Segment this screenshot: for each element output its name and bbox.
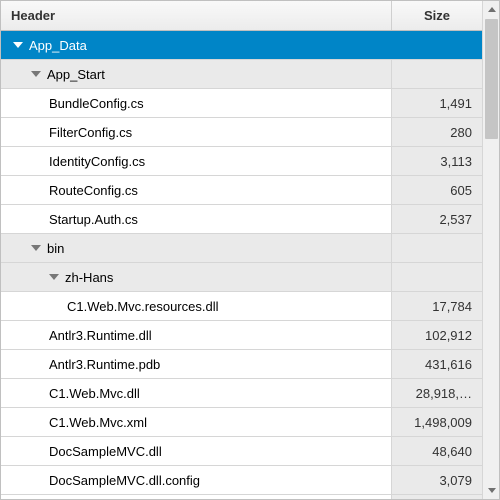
- cell-size: [392, 31, 482, 59]
- cell-header[interactable]: IdentityConfig.cs: [1, 147, 392, 175]
- file-label: IdentityConfig.cs: [49, 154, 145, 169]
- table-row[interactable]: IdentityConfig.cs 3,113: [1, 147, 482, 176]
- expand-collapse-icon[interactable]: [49, 274, 59, 280]
- cell-size: 3,079: [392, 466, 482, 494]
- table-row[interactable]: Startup.Auth.cs 2,537: [1, 205, 482, 234]
- expand-collapse-icon[interactable]: [13, 42, 23, 48]
- table-row[interactable]: Antlr3.Runtime.pdb 431,616: [1, 350, 482, 379]
- cell-size: 605: [392, 176, 482, 204]
- cell-header[interactable]: Startup.Auth.cs: [1, 205, 392, 233]
- table-row[interactable]: zh-Hans: [1, 263, 482, 292]
- scroll-thumb[interactable]: [485, 19, 498, 139]
- table-row[interactable]: C1.Web.Mvc.xml 1,498,009: [1, 408, 482, 437]
- table-row[interactable]: DocSampleMVC.dll.config 3,079: [1, 466, 482, 495]
- cell-header[interactable]: C1.Web.Mvc.resources.dll: [1, 292, 392, 320]
- column-header-header[interactable]: Header: [1, 1, 392, 30]
- cell-header[interactable]: Antlr3.Runtime.pdb: [1, 350, 392, 378]
- file-label: BundleConfig.cs: [49, 96, 144, 111]
- grid-body: App_DataApp_StartBundleConfig.cs1,491Fil…: [1, 31, 482, 499]
- cell-header[interactable]: C1.Web.Mvc.dll: [1, 379, 392, 407]
- cell-header[interactable]: App_Data: [1, 31, 392, 59]
- cell-size: 102,912: [392, 321, 482, 349]
- cell-size: 2,537: [392, 205, 482, 233]
- table-row[interactable]: RouteConfig.cs 605: [1, 176, 482, 205]
- vertical-scrollbar[interactable]: [482, 1, 499, 499]
- cell-header[interactable]: bin: [1, 234, 392, 262]
- folder-label: App_Start: [47, 67, 105, 82]
- table-row[interactable]: DocSampleMVC.pdb93,696: [1, 495, 482, 499]
- table-row[interactable]: BundleConfig.cs 1,491: [1, 89, 482, 118]
- cell-size: [392, 263, 482, 291]
- expand-collapse-icon[interactable]: [31, 71, 41, 77]
- table-row[interactable]: Antlr3.Runtime.dll 102,912: [1, 321, 482, 350]
- table-row[interactable]: App_Data: [1, 31, 482, 60]
- file-label: C1.Web.Mvc.xml: [49, 415, 147, 430]
- tree-grid: Header Size App_Data App_Start BundleConfi…: [0, 0, 500, 500]
- column-header-size[interactable]: Size: [392, 1, 482, 30]
- cell-header[interactable]: BundleConfig.cs: [1, 89, 392, 117]
- table-row[interactable]: DocSampleMVC.dll 48,640: [1, 437, 482, 466]
- folder-label: bin: [47, 241, 64, 256]
- folder-label: zh-Hans: [65, 270, 113, 285]
- table-row[interactable]: FilterConfig.cs 280: [1, 118, 482, 147]
- table-row[interactable]: bin: [1, 234, 482, 263]
- cell-size: 1,498,009: [392, 408, 482, 436]
- file-label: Antlr3.Runtime.dll: [49, 328, 152, 343]
- cell-size: [392, 60, 482, 88]
- cell-header[interactable]: Antlr3.Runtime.dll: [1, 321, 392, 349]
- cell-header[interactable]: App_Start: [1, 60, 392, 88]
- cell-size: [392, 234, 482, 262]
- file-label: DocSampleMVC.dll: [49, 444, 162, 459]
- table-row[interactable]: C1.Web.Mvc.dll 28,918,…: [1, 379, 482, 408]
- cell-header[interactable]: zh-Hans: [1, 263, 392, 291]
- file-label: RouteConfig.cs: [49, 183, 138, 198]
- file-label: C1.Web.Mvc.resources.dll: [67, 299, 218, 314]
- cell-size: 1,491: [392, 89, 482, 117]
- file-label: DocSampleMVC.dll.config: [49, 473, 200, 488]
- cell-header[interactable]: C1.Web.Mvc.xml: [1, 408, 392, 436]
- table-row[interactable]: App_Start: [1, 60, 482, 89]
- cell-size: 93,696: [392, 495, 482, 499]
- expand-collapse-icon[interactable]: [31, 245, 41, 251]
- cell-size: 3,113: [392, 147, 482, 175]
- cell-size: 48,640: [392, 437, 482, 465]
- cell-header[interactable]: DocSampleMVC.dll.config: [1, 466, 392, 494]
- column-header-row: Header Size: [1, 1, 482, 31]
- cell-header[interactable]: DocSampleMVC.dll: [1, 437, 392, 465]
- cell-size: 17,784: [392, 292, 482, 320]
- grid-content: Header Size App_Data App_Start BundleConfi…: [1, 1, 482, 499]
- cell-header[interactable]: DocSampleMVC.pdb: [1, 495, 392, 499]
- file-label: Startup.Auth.cs: [49, 212, 138, 227]
- file-label: FilterConfig.cs: [49, 125, 132, 140]
- cell-header[interactable]: RouteConfig.cs: [1, 176, 392, 204]
- file-label: C1.Web.Mvc.dll: [49, 386, 140, 401]
- folder-label: App_Data: [29, 38, 87, 53]
- scroll-down-button[interactable]: [483, 482, 500, 499]
- table-row[interactable]: C1.Web.Mvc.resources.dll 17,784: [1, 292, 482, 321]
- cell-size: 28,918,…: [392, 379, 482, 407]
- scroll-up-button[interactable]: [483, 1, 500, 18]
- file-label: Antlr3.Runtime.pdb: [49, 357, 160, 372]
- cell-size: 431,616: [392, 350, 482, 378]
- cell-size: 280: [392, 118, 482, 146]
- cell-header[interactable]: FilterConfig.cs: [1, 118, 392, 146]
